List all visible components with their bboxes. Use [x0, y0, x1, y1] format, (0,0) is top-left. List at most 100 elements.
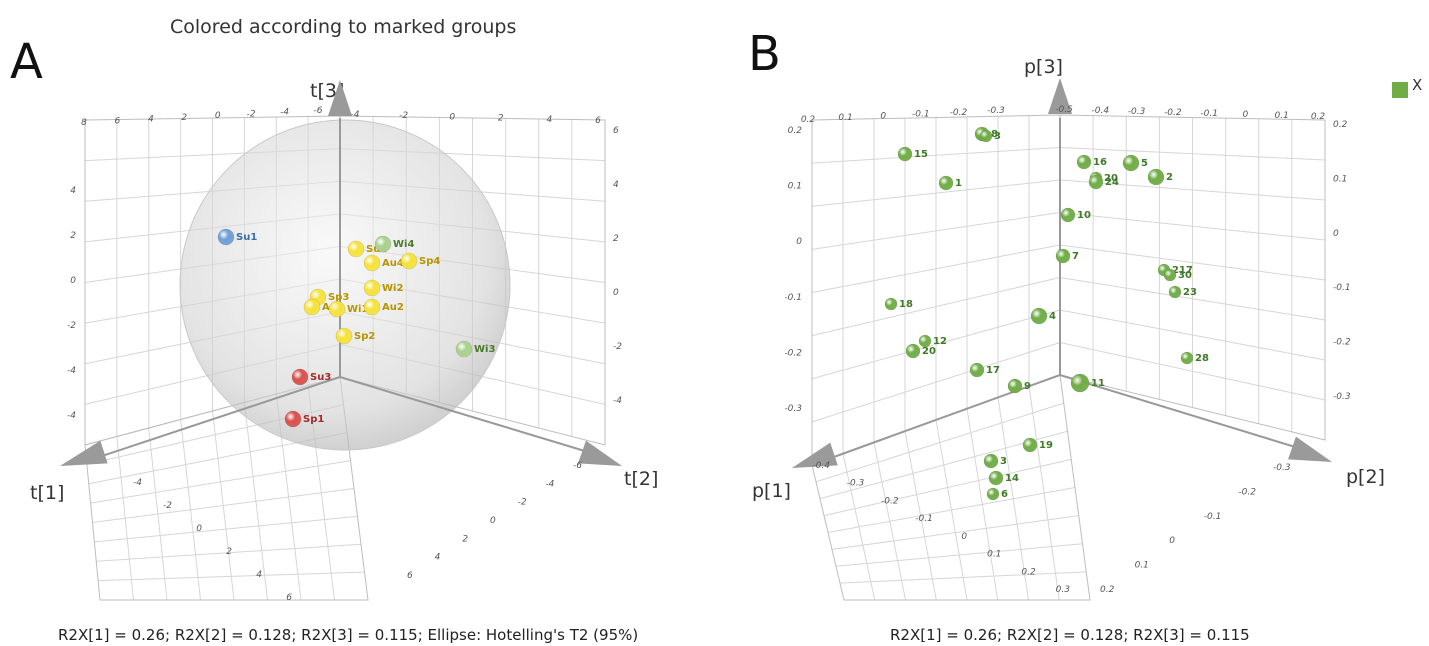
- chart-a-point-label-Wi4: Wi4: [393, 239, 414, 250]
- chart-b-point-1: [938, 175, 954, 191]
- chart-a-ticks-right-vertical-label: -2: [613, 342, 622, 352]
- chart-b-point-18: [884, 297, 898, 311]
- chart-b-ticks-top-left-label: -0.1: [912, 110, 930, 120]
- chart-b-ticks-top-right-label: 0: [1243, 110, 1249, 120]
- chart-b-ticks-top-left-label: 0.2: [801, 115, 816, 125]
- chart-b-point-label-18: 18: [899, 299, 913, 310]
- chart-b-point-label-15: 15: [914, 149, 928, 160]
- chart-a-point-Su1: [217, 228, 235, 246]
- axis-arrow-p1: [792, 442, 838, 468]
- chart-b-point-10: [1060, 207, 1076, 223]
- chart-b-ticks-right-vertical-label: -0.1: [1333, 283, 1351, 293]
- chart-a-axis-t2: t[2]: [624, 468, 659, 490]
- legend-label-x: X: [1412, 76, 1423, 94]
- chart-a-ticks-right-vertical-label: -4: [613, 396, 622, 406]
- chart-a-point-label-Au2: Au2: [382, 302, 404, 313]
- chart-b-point-label-3: 3: [994, 131, 1001, 142]
- chart-a-point-label-Au4: Au4: [382, 258, 404, 269]
- hotelling-t2-ellipse: [179, 119, 511, 451]
- chart-a-ticks-t2-label: -6: [573, 461, 582, 471]
- chart-b-axis-p1: p[1]: [752, 480, 791, 502]
- chart-b-ticks-p2-label: -0.2: [1238, 487, 1256, 497]
- chart-b-ticks-p1-label: -0.3: [847, 479, 865, 489]
- chart-a-point-label-Wi1: Wi1: [347, 304, 368, 315]
- chart-b-point-14: [988, 470, 1004, 486]
- panel-label-b: B: [748, 26, 781, 82]
- chart-a-ticks-top-left-label: -4: [280, 108, 289, 118]
- chart-a-point-label-Su1: Su1: [236, 232, 257, 243]
- chart-b-point-label-11: 11: [1091, 378, 1105, 389]
- chart-a-point-label-Wi2: Wi2: [382, 283, 403, 294]
- chart-b-point-3: [983, 453, 999, 469]
- chart-b-point-3: [979, 129, 993, 143]
- chart-b-ticks-p2-label: -0.1: [1204, 512, 1222, 522]
- chart-b-ticks-top-right-label: -0.4: [1092, 106, 1110, 116]
- chart-b-point-label-20: 20: [922, 346, 936, 357]
- chart-a-ticks-t1-label: 2: [226, 547, 232, 557]
- chart-a-point-Wi4: [374, 235, 392, 253]
- chart-a-ticks-left-vertical-label: 2: [70, 231, 76, 241]
- chart-b-ticks-p1-label: 0.1: [987, 550, 1001, 560]
- chart-b-ticks-left-vertical-label: 0.1: [788, 182, 802, 192]
- chart-b-point-17: [969, 362, 985, 378]
- chart-b-point-24: [1088, 174, 1104, 190]
- chart-b-point-7: [1055, 248, 1071, 264]
- chart-a-ticks-top-left-label: -6: [314, 106, 323, 116]
- chart-a-ticks-top-left-label: -2: [247, 109, 256, 119]
- chart-b-point-label-4: 4: [1049, 311, 1056, 322]
- chart-a-ticks-top-left-label: 6: [115, 116, 121, 126]
- chart-a-ticks-t1: -4 -2 0 2 4 6: [133, 478, 292, 603]
- chart-b-point-label-20: 20: [1104, 173, 1118, 184]
- chart-b-point-2: [1147, 168, 1165, 186]
- legend-swatch-x: [1392, 82, 1408, 98]
- chart-a-ticks-left-vertical: 4 2 0 -2 -4 -4: [67, 186, 76, 421]
- chart-a-ticks-top-right-label: -4: [351, 110, 360, 120]
- chart-a-point-label-Su4: Su4: [366, 244, 387, 255]
- chart-b-ticks-left-vertical: 0.2 0.1 0 -0.1 -0.2 -0.3: [784, 126, 802, 414]
- chart-b-ticks-top-right-label: -0.2: [1164, 108, 1182, 118]
- chart-a-ticks-top-left-label: 4: [148, 115, 154, 125]
- chart-b-ticks-left-vertical-label: -0.3: [784, 404, 802, 414]
- chart-b-point-9: [1007, 378, 1023, 394]
- chart-b-ticks-p1-label: 0.2: [1021, 567, 1036, 577]
- chart-b-point-23: [1168, 285, 1182, 299]
- chart-a-ticks-t1-label: -2: [163, 501, 172, 511]
- chart-b-point-label-217: 217: [1172, 265, 1193, 276]
- chart-b-ticks-top-right-label: 0.2: [1311, 112, 1326, 122]
- chart-b-ticks-left-vertical-label: -0.1: [784, 293, 802, 303]
- chart-a-ticks-t1-label: -4: [133, 478, 142, 488]
- chart-a-ticks-t2-label: 0: [490, 516, 496, 526]
- chart-b-ticks-right-vertical-label: -0.2: [1333, 338, 1351, 348]
- chart-a-point-Wi2: [363, 279, 381, 297]
- chart-b-point-label-2: 2: [1166, 172, 1173, 183]
- chart-b-ticks-top-left-label: 0: [880, 111, 886, 121]
- chart-b-ticks-p2-label: 0.2: [1100, 585, 1115, 595]
- chart-b-point-16: [1076, 154, 1092, 170]
- chart-b-ticks-top-left-label: -0.2: [950, 108, 968, 118]
- chart-b-point-label-16: 16: [1093, 157, 1107, 168]
- chart-a-ticks-top-right: -4 -2 0 2 4 6: [351, 110, 602, 126]
- chart-b-ticks-right-vertical: 0.2 0.1 0 -0.1 -0.2 -0.3: [1333, 120, 1351, 402]
- chart-a-3d-score-plot: 8 6 4 2 0 -2 -4 -6 -4 -2 0 2 4 6 4 2 0 -2 -4 -4 6 4 2 0 -2 -4 -4 -2…: [60, 80, 622, 603]
- chart-b-axis-p3: p[3]: [1024, 56, 1063, 78]
- chart-b-point-label-10: 10: [1077, 210, 1091, 221]
- chart-b-point-label-9: 9: [1024, 381, 1031, 392]
- chart-b-ticks-top-left: 0.2 0.1 0 -0.1 -0.2 -0.3: [801, 106, 1005, 125]
- axis-line-t1: [95, 376, 341, 459]
- chart-a-ticks-top-left-label: 8: [81, 118, 87, 128]
- chart-b-ticks-right-vertical-label: -0.3: [1333, 392, 1351, 402]
- chart-a-ticks-left-vertical-label: -2: [67, 321, 76, 331]
- chart-a-ticks-left-vertical-label: -4: [67, 366, 76, 376]
- chart-a-ticks-top-right-label: 4: [547, 115, 553, 125]
- chart-b-ticks-p2-label: -0.3: [1273, 463, 1291, 473]
- chart-b-ticks-right-vertical-label: 0: [1333, 229, 1339, 239]
- chart-b-axis-p2: p[2]: [1346, 466, 1385, 488]
- chart-b-ticks-top-left-label: -0.3: [987, 106, 1005, 116]
- chart-a-ticks-top-right-label: 2: [498, 114, 504, 124]
- chart-a-ticks-top-left: 8 6 4 2 0 -2 -4 -6: [81, 106, 323, 128]
- chart-b-point-15: [897, 146, 913, 162]
- chart-a-point-Sp2: [335, 327, 353, 345]
- chart-a-ticks-top-left-label: 0: [215, 111, 221, 121]
- axis-arrow-t2: [578, 440, 622, 466]
- chart-b-point-4: [1030, 307, 1048, 325]
